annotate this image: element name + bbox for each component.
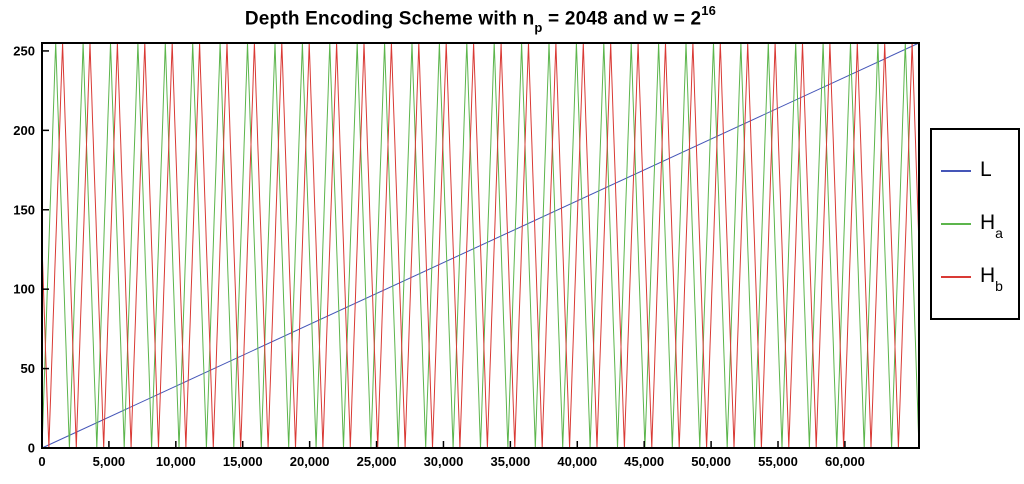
x-tick-label: 50,000 — [691, 454, 731, 469]
y-tick-label: 100 — [13, 282, 35, 297]
x-tick-label: 35,000 — [490, 454, 530, 469]
x-tick-label: 60,000 — [825, 454, 865, 469]
plot-frame — [41, 42, 920, 449]
x-tick-label: 45,000 — [624, 454, 664, 469]
y-tick-label: 50 — [21, 361, 35, 376]
title-text-1: Depth Encoding Scheme with n — [244, 8, 535, 30]
y-tick-label: 150 — [13, 202, 35, 217]
chart-title: Depth Encoding Scheme with np = 2048 and… — [0, 3, 961, 36]
title-subscript-p: p — [534, 20, 543, 36]
legend-label-Hb: Hb — [980, 263, 1003, 295]
x-tick-label: 15,000 — [223, 454, 263, 469]
x-tick-label: 30,000 — [424, 454, 464, 469]
legend-line-sample-Ha — [941, 223, 971, 225]
x-tick-label: 5,000 — [93, 454, 126, 469]
x-tick-label: 40,000 — [557, 454, 597, 469]
title-superscript-16: 16 — [701, 3, 717, 18]
x-tick-label: 55,000 — [758, 454, 798, 469]
legend-item-Ha: Ha — [941, 210, 1018, 242]
series-line-Hb — [41, 42, 920, 449]
y-tick-label: 250 — [13, 43, 35, 58]
legend-line-sample-Hb — [941, 276, 971, 279]
y-tick-label: 200 — [13, 123, 35, 138]
x-tick-label: 20,000 — [290, 454, 330, 469]
legend-item-L: L — [941, 159, 1018, 183]
legend-label-L: L — [980, 157, 992, 181]
legend-label-Ha: Ha — [980, 210, 1003, 242]
x-tick-label: 25,000 — [357, 454, 397, 469]
legend-line-sample-L — [941, 169, 971, 172]
legend: L Ha Hb — [930, 128, 1020, 320]
x-tick-label: 0 — [38, 454, 45, 469]
x-tick-label: 10,000 — [156, 454, 196, 469]
y-tick-label: 0 — [28, 441, 35, 456]
legend-item-Hb: Hb — [941, 263, 1018, 295]
title-text-2: = 2048 and w = 2 — [542, 8, 702, 30]
